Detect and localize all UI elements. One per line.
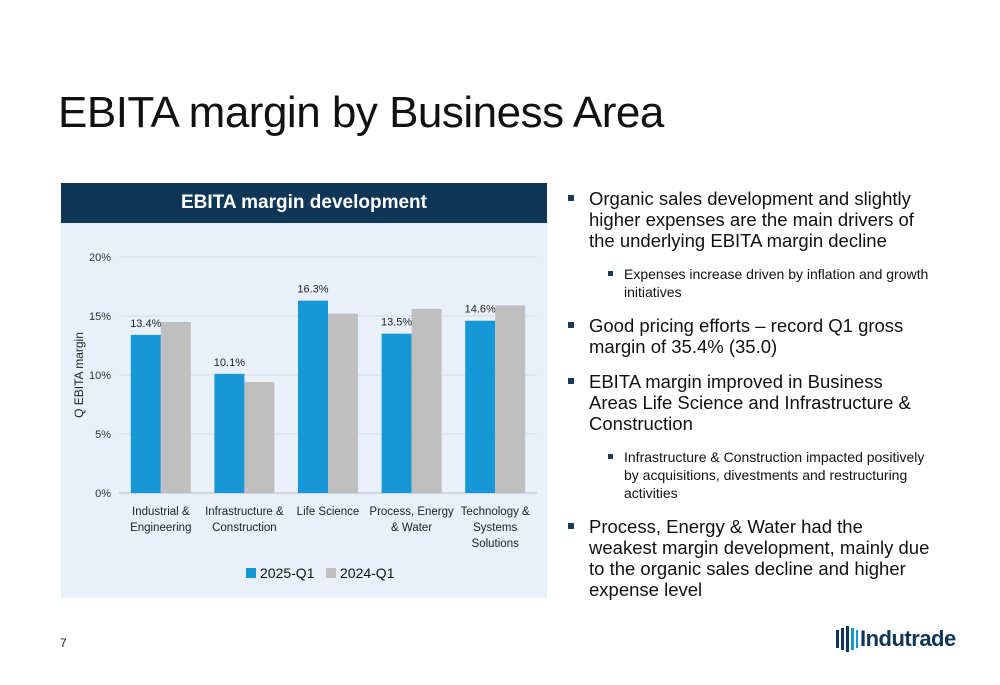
bullet-marker <box>568 322 574 328</box>
x-tick-label: Industrial & <box>132 506 190 518</box>
indutrade-logo-icon <box>836 626 858 652</box>
bar-2025-Q1 <box>381 333 412 493</box>
y-tick-label: 20% <box>89 252 111 264</box>
bullet-marker <box>608 454 613 459</box>
x-tick-label: Engineering <box>130 522 191 534</box>
bullet-marker <box>568 378 574 384</box>
bullet-list: Organic sales development and slightly h… <box>565 188 935 614</box>
bar-2025-Q1 <box>465 320 496 493</box>
indutrade-logo: Indutrade <box>836 626 956 652</box>
y-tick-label: 0% <box>95 488 111 500</box>
y-tick-label: 10% <box>89 370 111 382</box>
bullet-text: Process, Energy & Water had the weakest … <box>589 516 930 600</box>
legend-swatch <box>326 568 336 578</box>
x-tick-label: Process, Energy <box>369 506 454 518</box>
x-tick-label: Infrastructure & <box>205 506 284 518</box>
x-tick-label: Life Science <box>297 506 360 518</box>
data-label: 13.4% <box>130 318 161 330</box>
sub-bullet-item: Expenses increase driven by inflation an… <box>565 265 935 301</box>
bar-2024-Q1 <box>160 321 191 493</box>
bullet-text: Infrastructure & Construction impacted p… <box>624 449 925 501</box>
bar-2024-Q1 <box>328 313 358 493</box>
y-tick-label: 15% <box>89 311 111 323</box>
legend-swatch <box>246 568 256 578</box>
bullet-item: Good pricing efforts – record Q1 gross m… <box>565 315 935 357</box>
bullet-text: Expenses increase driven by inflation an… <box>624 266 929 300</box>
bar-2025-Q1 <box>214 373 245 493</box>
bullet-text: EBITA margin improved in Business Areas … <box>589 371 911 434</box>
data-label: 10.1% <box>214 357 245 369</box>
bar-2025-Q1 <box>298 300 328 493</box>
bullet-marker <box>568 195 574 201</box>
bullet-item: Process, Energy & Water had the weakest … <box>565 516 935 600</box>
bar-chart: 0% 5% 10% 15% 20% Q EBITA margin 13.4% Industri… <box>72 252 537 581</box>
sub-bullet-item: Infrastructure & Construction impacted p… <box>565 448 935 502</box>
page-title: EBITA margin by Business Area <box>58 88 664 137</box>
x-tick-label: & Water <box>391 522 432 534</box>
bar-2025-Q1 <box>130 334 161 493</box>
x-tick-label: Solutions <box>472 538 520 550</box>
bar-2024-Q1 <box>244 382 275 493</box>
x-tick-label: Systems <box>473 522 517 534</box>
x-tick-label: Technology & <box>461 506 530 518</box>
bullet-text: Organic sales development and slightly h… <box>589 188 914 251</box>
legend-label: 2024-Q1 <box>340 565 395 581</box>
legend-label: 2025-Q1 <box>260 565 315 581</box>
logo-text: Indutrade <box>860 626 956 651</box>
data-label: 14.6% <box>465 304 496 316</box>
bar-2024-Q1 <box>411 308 442 493</box>
bullet-text: Good pricing efforts – record Q1 gross m… <box>589 315 904 357</box>
chart-panel: EBITA margin development 0% 5% 10% 15% 20% Q … <box>61 183 547 598</box>
y-tick-label: 5% <box>95 429 111 441</box>
data-label: 13.5% <box>381 317 412 329</box>
bullet-marker <box>608 271 613 276</box>
data-label: 16.3% <box>297 284 328 296</box>
bar-2024-Q1 <box>495 305 526 493</box>
bullet-item: Organic sales development and slightly h… <box>565 188 935 251</box>
bullet-marker <box>568 523 574 529</box>
x-tick-label: Construction <box>212 522 277 534</box>
chart-title: EBITA margin development <box>61 183 547 223</box>
bullet-item: EBITA margin improved in Business Areas … <box>565 371 935 434</box>
page-number: 7 <box>60 636 67 650</box>
y-axis-label: Q EBITA margin <box>72 332 86 418</box>
